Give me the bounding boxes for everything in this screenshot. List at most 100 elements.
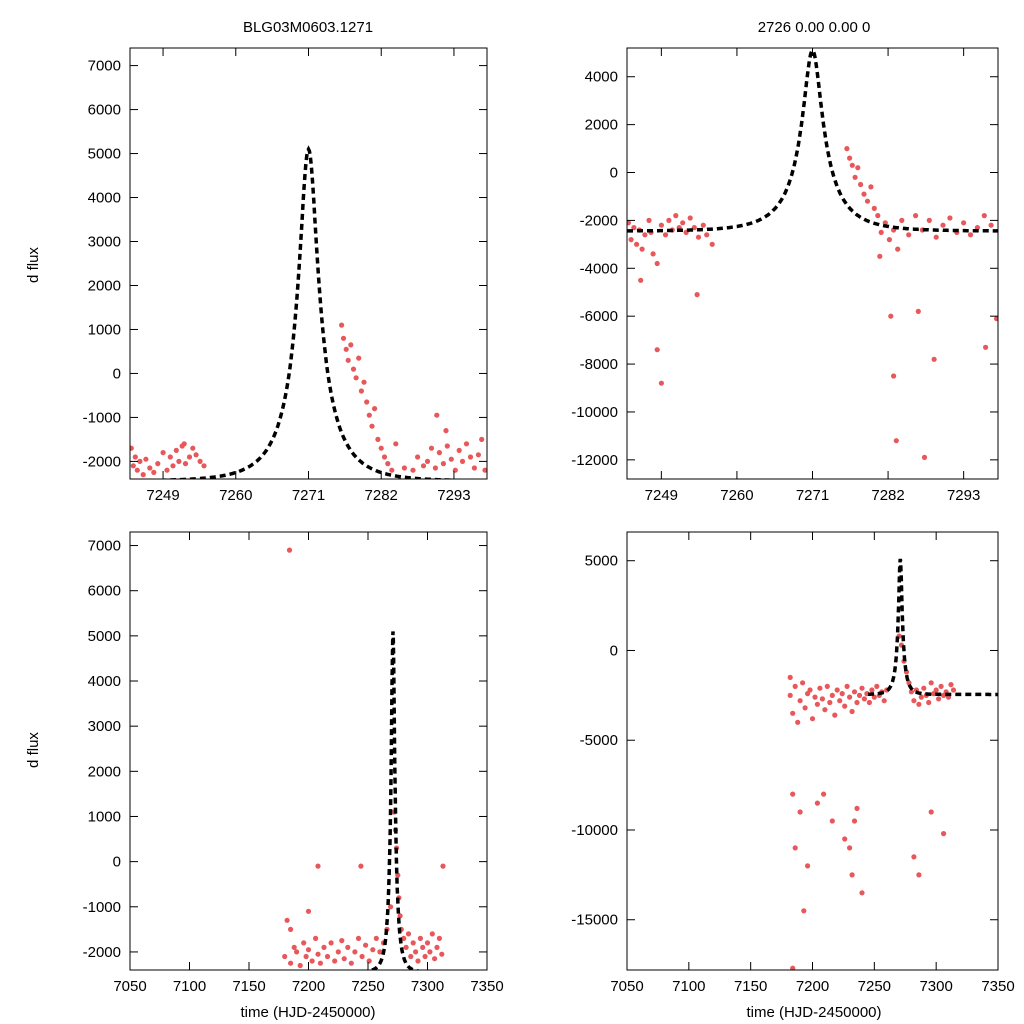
- y-tick-label: 2000: [88, 277, 121, 294]
- data-point: [947, 215, 953, 221]
- model-fit-curve: [361, 631, 426, 970]
- plot-frame: [626, 531, 999, 971]
- data-point: [309, 958, 315, 964]
- y-tick-label: 6000: [88, 102, 121, 119]
- data-point: [861, 696, 868, 702]
- y-tick-label: -12000: [571, 452, 618, 469]
- data-point: [355, 935, 362, 942]
- data-point: [134, 467, 140, 473]
- data-point: [844, 146, 850, 152]
- y-tick-label: 4000: [88, 673, 121, 690]
- data-point: [859, 890, 865, 896]
- data-point: [847, 155, 853, 161]
- y-tick-label: -1000: [83, 409, 121, 426]
- data-point: [849, 708, 855, 715]
- data-point: [315, 951, 321, 957]
- data-point: [981, 213, 987, 219]
- data-point: [837, 698, 843, 704]
- data-point: [936, 696, 942, 702]
- y-axis-label-top: d flux: [25, 247, 42, 283]
- data-point: [817, 685, 823, 691]
- data-point: [680, 220, 686, 226]
- x-tick-label: 7300: [919, 978, 952, 995]
- plot-frame: [626, 47, 999, 480]
- data-point: [324, 953, 331, 960]
- data-point: [801, 908, 807, 914]
- data-point: [393, 441, 399, 447]
- data-point: [950, 687, 957, 693]
- data-point: [303, 953, 309, 960]
- x-tick-label: 7200: [292, 978, 325, 995]
- data-point: [429, 931, 435, 937]
- data-point: [908, 689, 915, 695]
- y-tick-label: -2000: [83, 453, 121, 470]
- data-point: [709, 241, 715, 247]
- data-point: [824, 683, 830, 690]
- data-point: [305, 908, 312, 914]
- data-point: [790, 791, 796, 797]
- y-tick-label: 0: [610, 642, 618, 659]
- data-point: [921, 454, 928, 460]
- data-point: [444, 443, 450, 449]
- y-tick-label: 2000: [585, 117, 618, 134]
- data-point: [695, 234, 702, 240]
- y-tick-label: 5000: [88, 628, 121, 645]
- data-point: [938, 683, 944, 690]
- data-point: [366, 412, 372, 418]
- data-point: [415, 454, 421, 460]
- data-point: [372, 406, 378, 412]
- data-point: [847, 694, 853, 700]
- data-point: [176, 458, 182, 464]
- y-tick-label: 3000: [88, 234, 121, 251]
- data-point: [878, 229, 884, 235]
- x-tick-label: 7249: [645, 487, 678, 504]
- data-point: [440, 863, 446, 869]
- data-point: [294, 949, 300, 955]
- data-point: [428, 445, 435, 451]
- data-point: [403, 944, 409, 951]
- data-point: [345, 944, 351, 951]
- panel-title-right: 2726 0.00 0.00 0: [758, 19, 871, 36]
- data-point: [350, 366, 357, 372]
- data-point: [916, 872, 922, 878]
- data-point: [807, 687, 813, 693]
- data-point: [827, 699, 833, 706]
- data-point: [315, 863, 321, 869]
- data-point: [868, 184, 874, 190]
- data-point: [459, 458, 466, 464]
- data-point: [854, 805, 860, 812]
- data-point: [931, 356, 937, 362]
- data-point: [358, 388, 364, 394]
- data-point: [369, 423, 375, 429]
- data-point: [443, 428, 449, 434]
- data-point: [388, 904, 394, 910]
- data-point: [869, 687, 875, 693]
- data-point: [805, 863, 811, 869]
- y-tick-label: 7000: [88, 58, 121, 75]
- data-point: [397, 913, 403, 919]
- data-point: [691, 225, 697, 231]
- data-point: [800, 680, 806, 686]
- data-point: [401, 935, 407, 942]
- data-point: [321, 944, 327, 951]
- data-point: [628, 237, 634, 243]
- y-tick-label: 3000: [88, 718, 121, 735]
- y-tick-label: 7000: [88, 538, 121, 555]
- data-point: [854, 699, 860, 706]
- x-tick-label: 7250: [351, 978, 384, 995]
- data-point: [795, 719, 801, 725]
- data-point: [364, 399, 370, 405]
- data-point: [856, 692, 863, 699]
- data-point: [918, 694, 924, 700]
- data-point: [201, 463, 207, 469]
- x-tick-label: 7282: [365, 487, 398, 504]
- y-tick-label: 0: [113, 854, 121, 871]
- data-point: [926, 699, 932, 706]
- y-tick-label: -6000: [580, 308, 618, 325]
- data-point: [410, 467, 416, 473]
- data-point: [899, 217, 905, 223]
- data-point: [434, 412, 440, 418]
- data-point: [790, 965, 796, 970]
- data-point: [829, 692, 835, 699]
- data-point: [859, 685, 865, 691]
